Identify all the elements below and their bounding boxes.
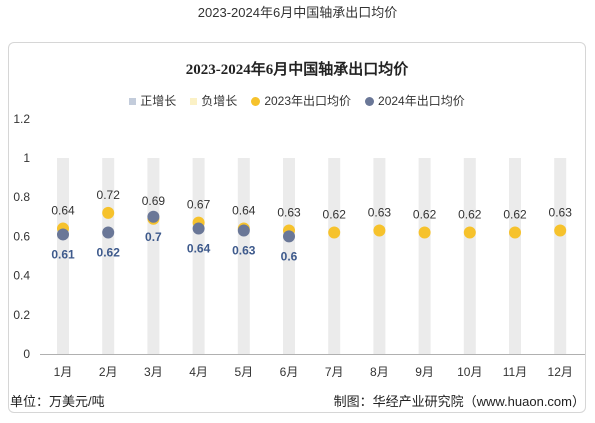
source-credit: 制图：华经产业研究院（www.huaon.com） <box>333 394 585 409</box>
legend-label: 正增长 <box>140 94 177 108</box>
legend-circle-marker <box>251 96 261 106</box>
legend-item-series-2023[interactable]: 2023年出口均价 <box>251 93 351 109</box>
legend: 正增长 负增长 2023年出口均价 2024年出口均价 <box>8 93 586 109</box>
legend-square-marker <box>129 97 137 105</box>
legend-item-series-2024[interactable]: 2024年出口均价 <box>365 93 465 109</box>
legend-item-negative-growth[interactable]: 负增长 <box>190 93 237 109</box>
legend-circle-marker <box>365 96 375 106</box>
chart-card <box>8 42 586 413</box>
legend-square-marker <box>190 97 198 105</box>
legend-label: 负增长 <box>201 94 238 108</box>
unit-note: 单位：万美元/吨 <box>10 394 105 409</box>
page-title: 2023-2024年6月中国轴承出口均价 <box>197 5 398 20</box>
legend-label: 2024年出口均价 <box>378 94 465 108</box>
legend-label: 2023年出口均价 <box>264 94 352 108</box>
legend-item-positive-growth[interactable]: 正增长 <box>129 93 176 109</box>
chart-title: 2023-2024年6月中国轴承出口均价 <box>185 62 409 78</box>
